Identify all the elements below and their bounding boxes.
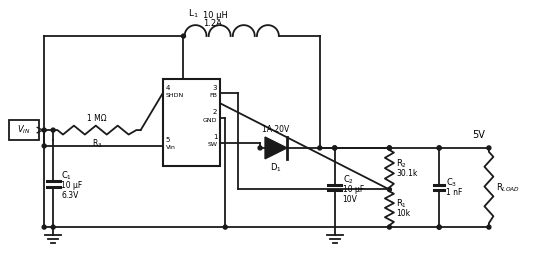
Text: Vin: Vin [165,145,175,150]
Text: $V_{IN}$: $V_{IN}$ [17,124,31,136]
Text: GND: GND [203,118,217,123]
Circle shape [437,225,441,229]
Text: 1A 20V: 1A 20V [263,125,289,134]
Text: R$_2$: R$_2$ [396,158,407,170]
Text: 10k: 10k [396,209,411,218]
Circle shape [437,225,441,229]
Circle shape [318,146,322,150]
Text: 10 μH: 10 μH [203,11,228,20]
Text: 10V: 10V [343,195,358,204]
Text: C$_3$: C$_3$ [446,176,458,189]
Text: 1: 1 [213,134,217,140]
Circle shape [223,225,227,229]
Circle shape [42,144,46,148]
Text: R$_3$: R$_3$ [92,137,102,150]
Text: SHDN: SHDN [165,93,184,98]
Text: 1 MΩ: 1 MΩ [87,114,106,123]
Text: R$_{LOAD}$: R$_{LOAD}$ [496,181,520,194]
Text: D$_1$: D$_1$ [270,162,282,174]
Text: SW: SW [207,142,217,147]
Text: FB: FB [210,93,217,98]
Text: 5V: 5V [472,130,485,140]
Circle shape [388,225,391,229]
Text: 2: 2 [213,109,217,115]
Text: 10 μF: 10 μF [343,185,364,194]
Text: 5: 5 [165,137,170,143]
Text: 1 nF: 1 nF [446,188,462,197]
Circle shape [388,146,391,150]
Circle shape [258,146,262,150]
Text: C$_1$: C$_1$ [61,169,72,182]
Circle shape [42,225,46,229]
FancyBboxPatch shape [9,120,39,140]
Circle shape [333,146,337,150]
Text: 30.1k: 30.1k [396,169,418,178]
Text: R$_1$: R$_1$ [396,197,407,210]
Bar [163,79,220,166]
Circle shape [437,146,441,150]
Text: L$_1$: L$_1$ [188,8,199,20]
Circle shape [388,187,391,192]
Circle shape [437,146,441,150]
Text: 3: 3 [213,85,217,91]
Circle shape [388,146,391,150]
Text: 10 μF: 10 μF [61,181,82,190]
Text: 6.3V: 6.3V [61,191,79,200]
Text: 4: 4 [165,85,170,91]
Circle shape [51,128,55,132]
Circle shape [487,225,491,229]
Circle shape [333,146,337,150]
Circle shape [487,146,491,150]
Circle shape [42,128,46,132]
Circle shape [181,34,186,38]
Text: 1.2A: 1.2A [203,19,222,28]
Polygon shape [265,137,287,159]
Circle shape [51,225,55,229]
Text: C$_2$: C$_2$ [343,173,354,186]
